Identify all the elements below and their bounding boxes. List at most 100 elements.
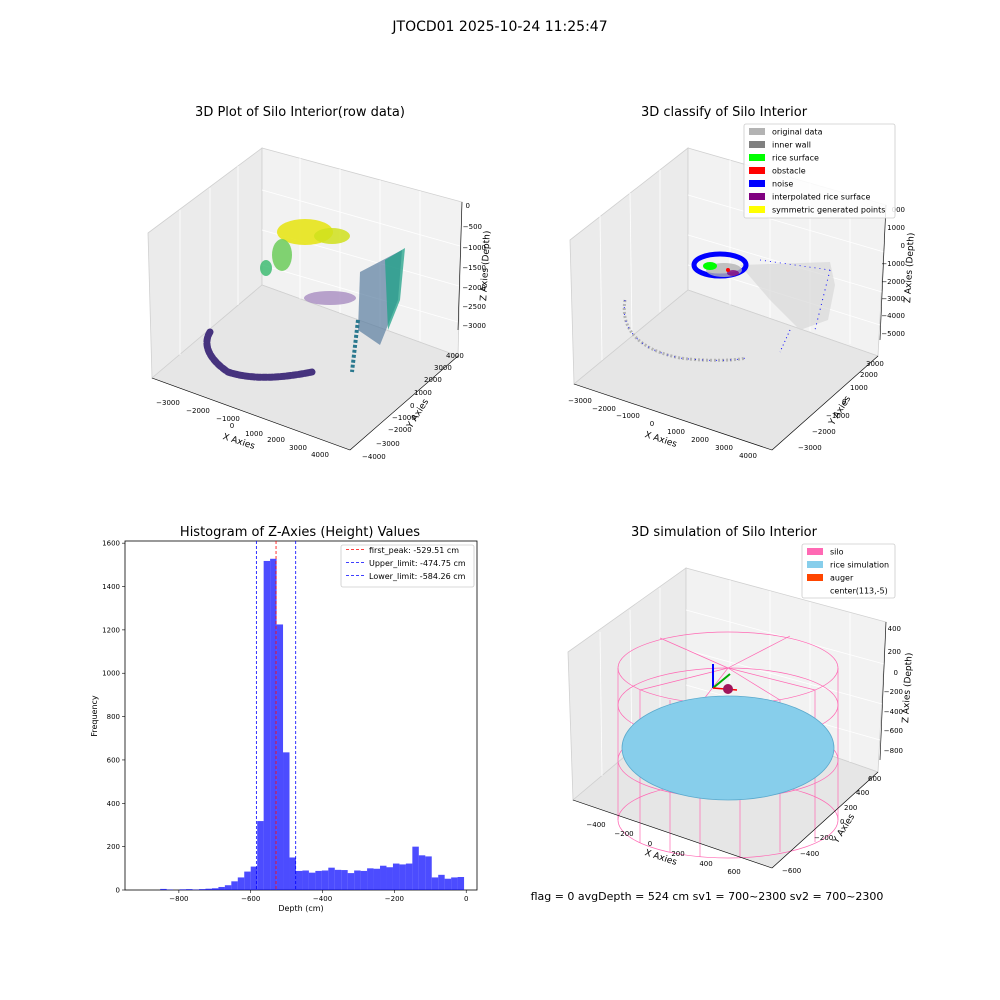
legend-label: noise (772, 180, 793, 189)
simulation-panel: 3D simulation of Silo Interior (567, 525, 915, 876)
classify-legend: original data inner wall rice surface obsta… (743, 123, 896, 219)
histogram-bar (321, 870, 329, 890)
raw-xtick: 4000 (311, 451, 329, 459)
classify-ztick-partial: 000 (892, 206, 905, 214)
legend-label: rice simulation (830, 561, 889, 570)
histogram-bar (308, 872, 316, 890)
histogram-bar (257, 821, 264, 890)
raw-ztick: −3000 (462, 322, 486, 330)
histogram-bar (237, 877, 245, 890)
histogram-bars (160, 558, 465, 890)
legend-swatch (749, 180, 765, 187)
classify-xtick: 2000 (691, 436, 709, 444)
legend-label: auger (830, 574, 854, 583)
raw-ytick: 0 (410, 402, 414, 410)
sim-z-label: Z Axies (Depth) (901, 652, 915, 723)
histogram-bar (405, 863, 413, 890)
classify-xtick: 4000 (739, 452, 757, 460)
histogram-bar (341, 870, 348, 890)
raw-z-axis: 0 −500 −1000 −1500 −2000 −2500 −3000 Z A… (457, 201, 493, 331)
sim-ytick: −600 (782, 867, 801, 875)
legend-label: obstacle (772, 167, 806, 176)
raw-xtick: −1000 (216, 415, 240, 423)
raw-ztick: 0 (466, 202, 470, 210)
histogram-title: Histogram of Z-Axies (Height) Values (180, 525, 420, 540)
classify-ytick: 2000 (860, 371, 878, 379)
histogram-bar (295, 870, 303, 890)
histogram-bar (438, 874, 445, 890)
sim-xtick: 0 (648, 840, 652, 848)
classify-ytick: −3000 (798, 444, 822, 452)
legend-swatch (749, 128, 765, 135)
histogram-bar (425, 856, 432, 890)
classify-ytick: 3000 (866, 360, 884, 368)
histogram-bar (224, 885, 232, 890)
histogram-x-tick-label: −600 (241, 895, 260, 903)
sim-z-axis: 400 200 0 −200 −400 −600 −800 Z Axies (D… (879, 621, 915, 761)
histogram-bar (283, 752, 290, 890)
classify-ztick: −3000 (881, 295, 905, 303)
classify-ztick: 1000 (887, 224, 905, 232)
raw-ytick: −2000 (388, 426, 412, 434)
histogram-bar (211, 888, 219, 890)
classify-panel-title: 3D classify of Silo Interior (641, 105, 808, 120)
classify-xtick: −3000 (568, 397, 592, 405)
raw-ytick: −3000 (376, 440, 400, 448)
histogram-bar (360, 870, 368, 890)
classify-z-label: Z Axies (Depth) (903, 232, 917, 303)
histogram-bar (386, 867, 393, 890)
histogram-y-tick-label: 800 (107, 713, 120, 721)
histogram-bar (380, 865, 387, 890)
raw-ztick: −2500 (462, 303, 486, 311)
classify-xtick: 1000 (667, 428, 685, 436)
raw-ztick: −1500 (462, 264, 486, 272)
raw-panel-title: 3D Plot of Silo Interior(row data) (195, 105, 405, 120)
histogram-bar (263, 560, 271, 890)
histogram-bar (354, 870, 361, 890)
legend-swatch (749, 167, 765, 174)
legend-swatch (807, 574, 823, 581)
classify-xtick: 0 (650, 420, 654, 428)
raw-xtick: 3000 (289, 444, 307, 452)
histogram-bar (276, 624, 284, 890)
histogram-x-label: Depth (cm) (278, 904, 323, 913)
sim-xtick: −400 (586, 821, 605, 829)
histogram-x-tick-label: −200 (385, 895, 404, 903)
histogram-bar (399, 864, 406, 890)
histogram-bar (431, 877, 439, 890)
histogram-bar (231, 881, 238, 890)
sim-ztick: 0 (894, 669, 898, 677)
histogram-bar (270, 558, 277, 890)
sim-xtick: −200 (614, 830, 633, 838)
legend-swatch (749, 154, 765, 161)
histogram-x-tick-label: 0 (464, 895, 468, 903)
histogram-plot-area (124, 540, 478, 891)
sim-ztick: −600 (884, 727, 903, 735)
histogram-bar (205, 888, 212, 890)
classify-ytick: −2000 (812, 428, 836, 436)
raw-ytick: 1000 (414, 389, 432, 397)
histogram-legend-entries: first_peak: -529.51 cm Upper_limit: -474.… (346, 546, 466, 581)
raw-ztick: −1000 (462, 244, 486, 252)
classify-ytick: 1000 (850, 384, 868, 392)
histogram-y-ticks: 0 200 400 600 800 1000 1200 1400 1600 (102, 540, 125, 895)
legend-label: inner wall (772, 141, 811, 150)
sim-ytick: −400 (800, 850, 819, 858)
histogram-bar (160, 888, 167, 890)
figure-suptitle: JTOCD01 2025-10-24 11:25:47 (391, 19, 607, 35)
sim-ztick: 400 (888, 625, 901, 633)
histogram-x-ticks: −800 −600 −400 −200 0 (169, 890, 468, 903)
raw-ztick: −500 (463, 223, 482, 231)
raw-z-label: Z Axies (Depth) (479, 230, 493, 301)
legend-label: center(113,-5) (830, 587, 888, 596)
sim-rice-surface (621, 695, 835, 801)
sim-ztick: −200 (884, 688, 903, 696)
legend-label: original data (772, 128, 823, 137)
classify-point-cloud (622, 251, 835, 362)
histogram-bar (347, 873, 355, 890)
raw-data-panel: 3D Plot of Silo Interior(row data) −3000… (147, 105, 493, 461)
histogram-bar (451, 877, 458, 890)
histogram-legend-label: Upper_limit: -474.75 cm (369, 559, 466, 568)
sim-xtick: 400 (699, 860, 712, 868)
raw-ztick: −2000 (462, 284, 486, 292)
